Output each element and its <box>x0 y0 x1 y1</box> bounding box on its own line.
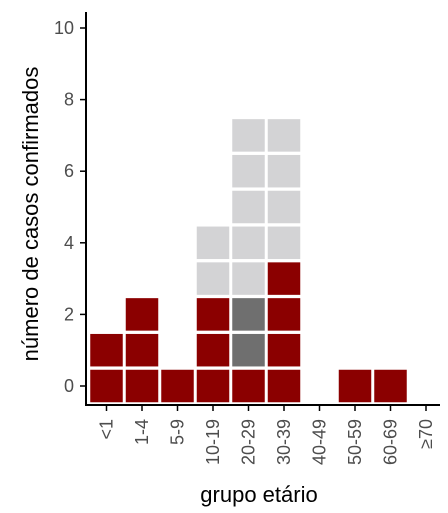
cell-light-gray <box>230 225 267 261</box>
cell-red <box>124 332 160 368</box>
cell-red <box>337 368 373 404</box>
x-tick-label: 20-29 <box>239 419 259 465</box>
x-tick-label: 60-69 <box>381 419 401 465</box>
cell-light-gray <box>195 260 231 297</box>
x-tick-label: ≥70 <box>416 419 436 449</box>
cell-light-gray <box>230 153 267 189</box>
cell-red <box>159 368 196 404</box>
x-tick-label: <1 <box>97 419 117 440</box>
cell-light-gray <box>266 153 302 189</box>
x-tick-label: 5-9 <box>168 419 188 445</box>
cell-dark-gray <box>230 332 267 368</box>
cell-red <box>230 368 267 404</box>
cell-red <box>88 332 125 368</box>
y-tick-label: 6 <box>64 161 74 181</box>
y-axis-title: número de casos confirmados <box>18 67 43 362</box>
cell-light-gray <box>266 117 302 154</box>
x-tick-label: 10-19 <box>203 419 223 465</box>
cell-light-gray <box>195 225 231 261</box>
cell-red <box>266 332 302 368</box>
cell-red <box>195 368 231 404</box>
cell-red <box>124 296 160 333</box>
x-tick-label: 1-4 <box>132 419 152 445</box>
y-tick-label: 0 <box>64 376 74 396</box>
cell-light-gray <box>230 189 267 225</box>
cell-red <box>372 368 409 404</box>
cell-red <box>266 368 302 404</box>
y-tick-label: 8 <box>64 90 74 110</box>
x-tick-label: 50-59 <box>345 419 365 465</box>
cell-red <box>88 368 125 404</box>
x-tick-label: 30-39 <box>274 419 294 465</box>
cell-red <box>195 296 231 333</box>
x-axis-title: grupo etário <box>200 482 317 507</box>
x-tick-label: 40-49 <box>310 419 330 465</box>
cell-red <box>266 260 302 297</box>
y-tick-label: 10 <box>54 18 74 38</box>
y-axis: 0 2 4 6 8 10 <box>54 12 87 405</box>
y-tick-label: 2 <box>64 304 74 324</box>
cell-dark-gray <box>230 296 267 333</box>
x-axis: <1 1-4 5-9 10-19 20-29 30-39 40-49 50-59 60-69 ≥7… <box>85 404 440 465</box>
y-tick-label: 4 <box>64 233 74 253</box>
cell-red <box>124 368 160 404</box>
cell-light-gray <box>266 225 302 261</box>
cell-light-gray <box>230 260 267 297</box>
cell-light-gray <box>230 117 267 154</box>
cell-light-gray <box>266 189 302 225</box>
cell-red <box>195 332 231 368</box>
cell-red <box>266 296 302 333</box>
chart-cells <box>88 117 409 404</box>
